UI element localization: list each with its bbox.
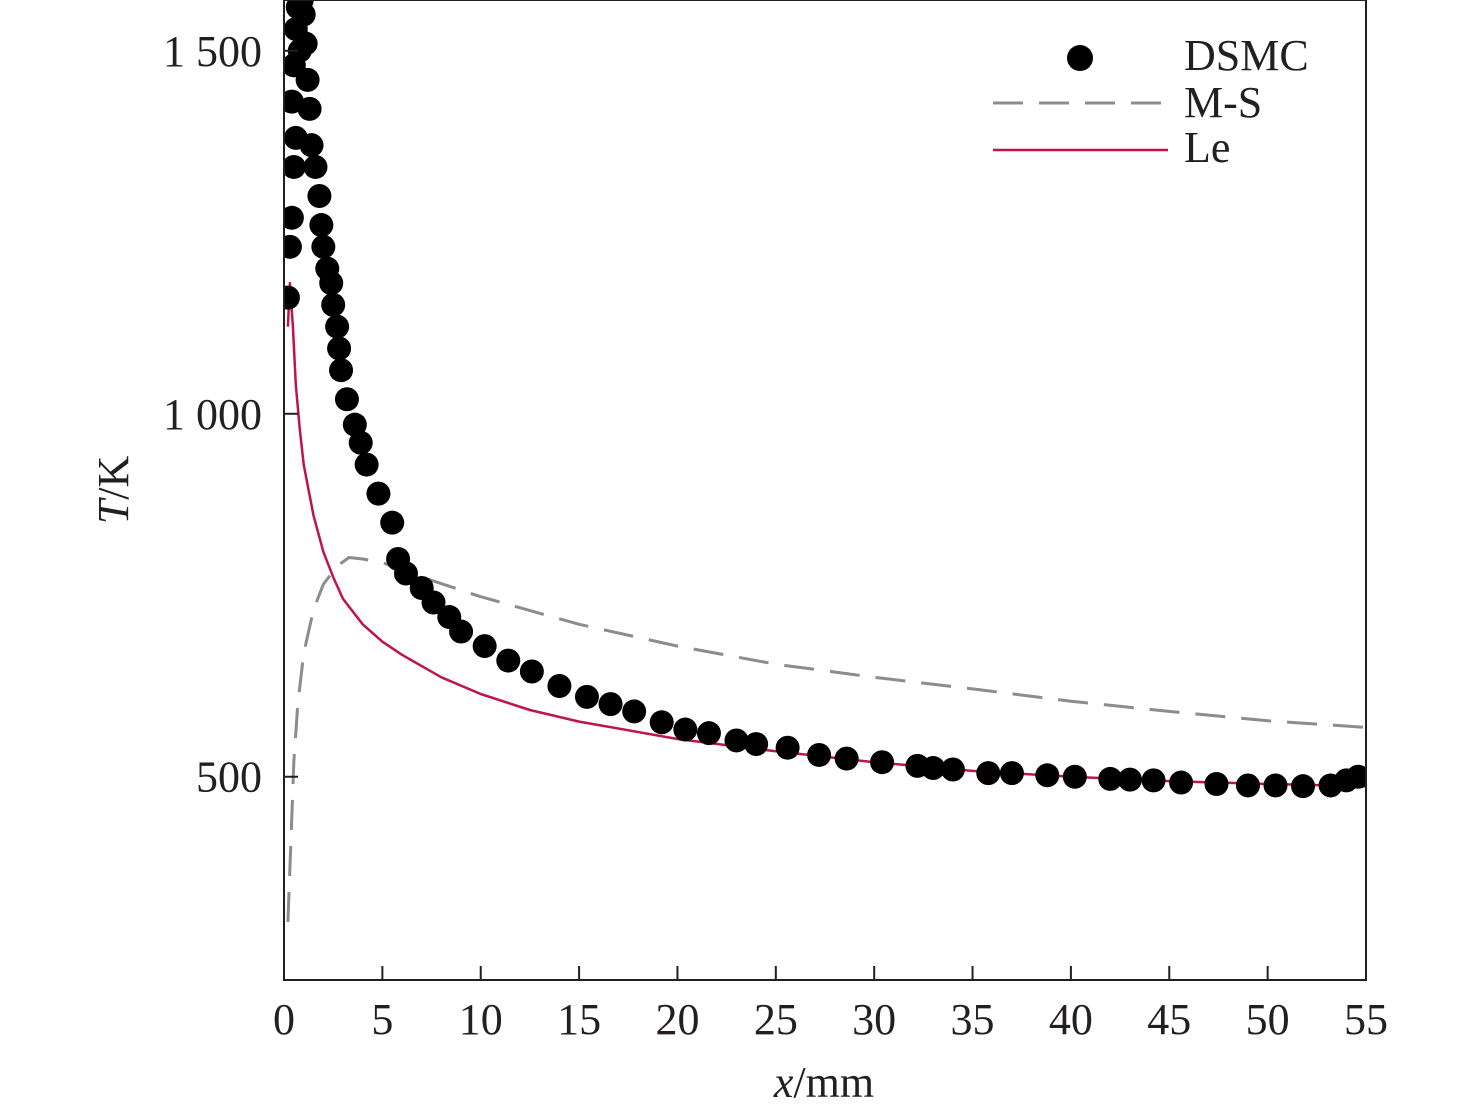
data-point-dsmc xyxy=(1035,763,1060,788)
data-point-dsmc xyxy=(393,561,418,586)
data-point-dsmc xyxy=(870,750,895,775)
data-point-dsmc xyxy=(496,648,521,673)
data-point-dsmc xyxy=(299,133,324,158)
x-tick-label: 10 xyxy=(459,995,503,1044)
x-tick-label: 50 xyxy=(1246,995,1290,1044)
data-point-dsmc xyxy=(472,634,497,659)
data-point-dsmc xyxy=(311,234,336,259)
data-point-dsmc xyxy=(999,761,1024,786)
x-tick-label: 20 xyxy=(655,995,699,1044)
data-point-dsmc xyxy=(744,732,769,757)
y-axis-title: T/K xyxy=(89,456,138,525)
x-tick-label: 0 xyxy=(273,995,295,1044)
data-point-dsmc xyxy=(284,205,304,230)
data-point-dsmc xyxy=(1346,764,1366,789)
legend: DSMC M-S Le xyxy=(993,31,1309,172)
data-point-dsmc xyxy=(598,692,623,717)
data-point-dsmc xyxy=(775,735,800,760)
tick-layer: 0 5 10 15 20 25 30 35 40 45 50 55 500 1 000 1 500 xyxy=(163,27,1388,1044)
data-point-dsmc xyxy=(284,234,302,259)
data-point-dsmc xyxy=(327,336,352,361)
x-tick-label: 40 xyxy=(1049,995,1093,1044)
data-point-dsmc xyxy=(649,710,674,735)
data-point-dsmc xyxy=(342,412,367,437)
plot-frame xyxy=(283,0,1367,981)
data-point-dsmc xyxy=(547,674,572,698)
x-tick-label: 15 xyxy=(557,995,601,1044)
x-tick-label: 25 xyxy=(754,995,798,1044)
data-point-dsmc xyxy=(380,510,405,535)
data-point-dsmc xyxy=(293,31,318,56)
x-tick-label: 5 xyxy=(371,995,393,1044)
y-tick-label: 500 xyxy=(196,753,262,802)
x-tick-label: 45 xyxy=(1147,995,1191,1044)
series-layer xyxy=(284,0,1366,922)
data-point-dsmc xyxy=(673,717,698,742)
data-point-dsmc xyxy=(348,430,373,455)
data-point-dsmc xyxy=(1235,773,1260,798)
data-point-dsmc xyxy=(325,314,350,339)
data-point-dsmc xyxy=(1204,772,1229,796)
data-point-dsmc xyxy=(921,756,946,781)
data-point-dsmc xyxy=(976,761,1001,786)
legend-dsmc-label: DSMC xyxy=(1184,31,1309,80)
data-point-dsmc xyxy=(1291,774,1316,799)
x-axis-unit: /mm xyxy=(793,1058,874,1107)
x-tick-label: 35 xyxy=(951,995,995,1044)
data-point-dsmc xyxy=(1098,766,1123,791)
data-point-dsmc xyxy=(1117,767,1142,792)
x-axis-title: x/mm xyxy=(773,1058,874,1107)
data-point-dsmc xyxy=(366,481,391,506)
data-point-dsmc xyxy=(1062,764,1087,789)
data-point-dsmc xyxy=(622,699,647,724)
data-point-dsmc xyxy=(354,452,379,477)
data-point-dsmc xyxy=(724,728,749,753)
legend-le-label: Le xyxy=(1184,123,1230,172)
data-point-dsmc xyxy=(321,292,346,317)
data-point-dsmc xyxy=(696,721,721,746)
data-point-dsmc xyxy=(329,358,354,383)
y-axis-symbol: T xyxy=(89,496,138,524)
data-point-dsmc xyxy=(291,2,316,27)
data-point-dsmc xyxy=(807,742,832,767)
data-point-dsmc xyxy=(834,746,859,771)
y-tick-label: 1 500 xyxy=(163,27,262,76)
data-point-dsmc xyxy=(307,184,332,208)
data-point-dsmc xyxy=(449,619,474,644)
data-point-dsmc xyxy=(940,757,965,782)
data-point-dsmc xyxy=(1263,773,1288,798)
data-point-dsmc xyxy=(284,154,306,179)
data-point-dsmc xyxy=(519,659,544,684)
series-line-le xyxy=(286,281,1366,788)
data-point-dsmc xyxy=(334,387,359,412)
data-point-dsmc xyxy=(295,67,320,92)
data-point-dsmc xyxy=(574,684,599,709)
legend-dsmc-marker xyxy=(1067,45,1093,71)
y-axis-unit: /K xyxy=(89,456,138,500)
data-point-dsmc xyxy=(319,271,344,296)
legend-ms-label: M-S xyxy=(1184,78,1262,127)
x-tick-label: 55 xyxy=(1344,995,1388,1044)
y-tick-label: 1 000 xyxy=(163,390,262,439)
data-point-dsmc xyxy=(1169,770,1194,795)
data-point-dsmc xyxy=(309,213,334,238)
data-point-dsmc xyxy=(284,285,300,310)
data-point-dsmc xyxy=(421,590,446,615)
data-point-dsmc xyxy=(303,154,328,179)
x-tick-label: 30 xyxy=(852,995,896,1044)
data-point-dsmc xyxy=(1141,768,1166,793)
x-axis-symbol: x xyxy=(773,1058,794,1107)
data-point-dsmc xyxy=(297,96,322,121)
